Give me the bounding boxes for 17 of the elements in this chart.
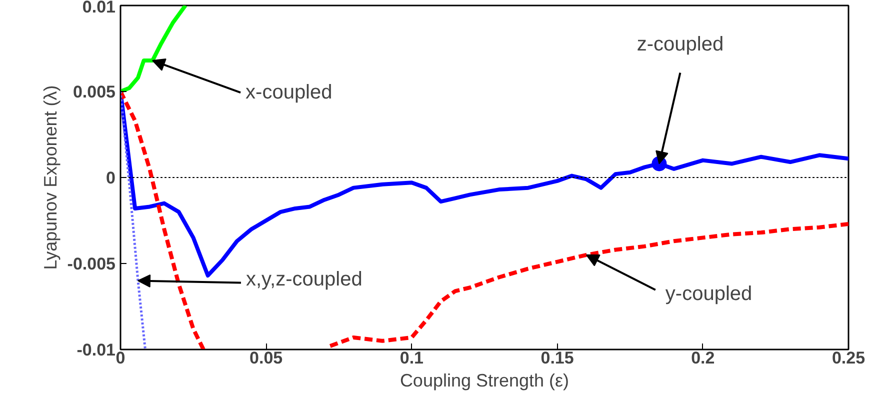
line-series [120,6,188,94]
x-tick-label: 0.1 [400,348,424,368]
y-tick-label: -0.005 [67,254,116,274]
y-tick-label: 0 [106,168,116,188]
x-tick-label: 0.2 [691,348,715,368]
annotation: x-coupled [246,82,332,104]
annotation: y-coupled [665,282,752,305]
y-axis-title: Lyapunov Exponent (λ) [40,85,60,270]
y-tick-label: -0.01 [76,340,116,360]
y-tick-label: 0.005 [72,82,116,102]
x-tick-label: 0.05 [250,348,283,368]
x-tick-label: 0.15 [540,348,574,368]
annotation: x,y,z-coupled [246,268,362,291]
y-tick-label: 0.01 [82,0,116,16]
x-tick-label: 0.25 [832,348,866,368]
annotation: z-coupled [636,34,724,56]
x-axis-title: Coupling Strength (ε) [400,370,570,390]
